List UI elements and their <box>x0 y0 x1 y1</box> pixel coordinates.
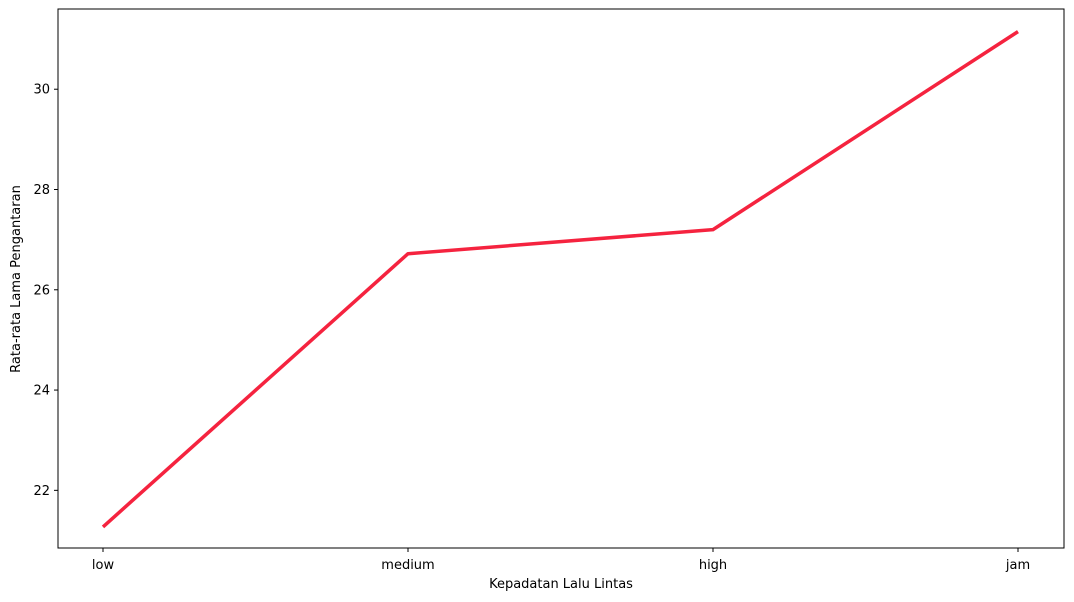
x-axis: low medium high jam <box>92 548 1030 573</box>
y-tick-label: 26 <box>33 283 50 298</box>
y-tick-label: 22 <box>33 484 50 499</box>
plot-area <box>58 9 1064 548</box>
plot-frame <box>57 8 1065 549</box>
x-tick-label: medium <box>381 558 434 573</box>
series-line <box>101 30 1019 529</box>
x-tick-label: low <box>92 558 115 573</box>
y-tick-label: 24 <box>33 384 50 399</box>
x-tick-label: high <box>699 558 727 573</box>
y-axis: 22 24 26 28 30 <box>33 83 58 499</box>
y-tick-label: 30 <box>33 83 50 98</box>
series-layer <box>101 30 1019 529</box>
x-axis-label: Kepadatan Lalu Lintas <box>489 577 633 592</box>
y-axis-label: Rata-rata Lama Pengantaran <box>9 185 24 373</box>
y-tick-label: 28 <box>33 183 50 198</box>
x-tick-label: jam <box>1005 558 1030 573</box>
